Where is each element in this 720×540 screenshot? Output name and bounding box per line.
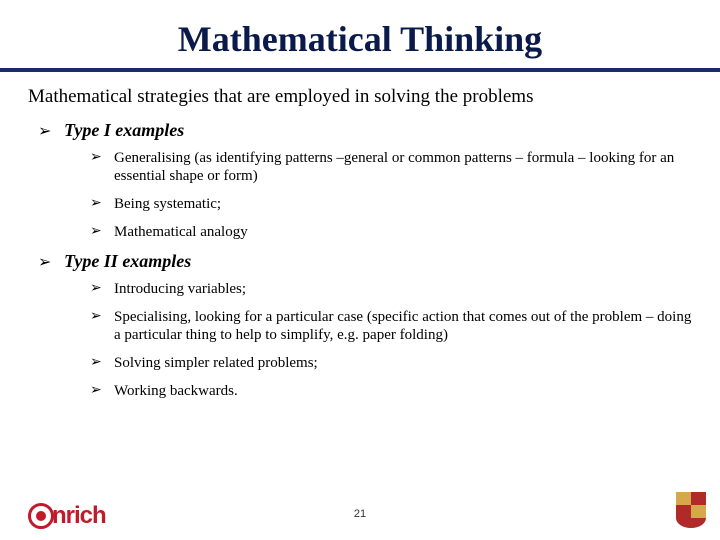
list-item: Mathematical analogy (90, 223, 692, 241)
section-label: Type II examples (64, 251, 191, 271)
list-item: Working backwards. (90, 382, 692, 400)
slide-title: Mathematical Thinking (28, 18, 692, 60)
page-number: 21 (354, 508, 366, 520)
section: Type II examples Introducing variables; … (38, 251, 692, 400)
list-item: Specialising, looking for a particular c… (90, 308, 692, 344)
list-item: Being systematic; (90, 195, 692, 213)
nrich-logo: nrich (28, 502, 106, 530)
section: Type I examples Generalising (as identif… (38, 120, 692, 241)
sections-list: Type I examples Generalising (as identif… (28, 120, 692, 400)
section-items: Generalising (as identifying patterns –g… (64, 149, 692, 241)
section-label: Type I examples (64, 120, 184, 140)
slide-subtitle: Mathematical strategies that are employe… (28, 86, 692, 108)
title-rule (0, 68, 720, 72)
footer: nrich 21 (0, 490, 720, 530)
list-item: Solving simpler related problems; (90, 354, 692, 372)
section-items: Introducing variables; Specialising, loo… (64, 280, 692, 400)
nrich-spiral-icon (28, 503, 54, 529)
cambridge-crest-icon (676, 492, 706, 528)
list-item: Introducing variables; (90, 280, 692, 298)
nrich-text: nrich (52, 502, 106, 530)
list-item: Generalising (as identifying patterns –g… (90, 149, 692, 185)
